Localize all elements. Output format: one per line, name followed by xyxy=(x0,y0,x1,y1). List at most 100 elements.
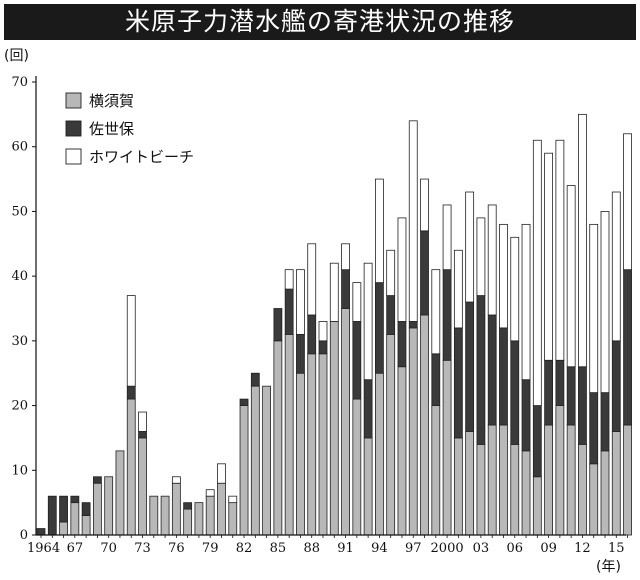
x-tick-label-1985: 85 xyxy=(270,541,287,556)
x-tick-label-1973: 73 xyxy=(134,541,151,556)
bar-2006-series-2 xyxy=(510,236,520,342)
bar-2013-series-0 xyxy=(589,463,599,536)
y-tick-label-10: 10 xyxy=(11,463,28,478)
bar-2016-series-2 xyxy=(623,133,632,271)
bar-2004-series-0 xyxy=(487,424,497,536)
bar-2010-series-2 xyxy=(555,139,565,361)
bar-2016-series-0 xyxy=(623,424,632,536)
y-tick-label-20: 20 xyxy=(11,399,28,414)
x-tick-label-1982: 82 xyxy=(236,541,253,556)
bar-2003-series-2 xyxy=(476,217,486,296)
bar-2000-series-0 xyxy=(442,359,452,536)
x-tick-label-1976: 76 xyxy=(168,541,185,556)
bar-2009-series-0 xyxy=(544,424,553,536)
bar-2016-series-1 xyxy=(623,269,632,426)
bar-2015-series-1 xyxy=(611,340,621,432)
bar-1977-series-1 xyxy=(183,502,193,510)
bar-2010-series-0 xyxy=(555,405,565,536)
bar-1996-series-1 xyxy=(397,321,407,368)
bar-2009-series-2 xyxy=(544,152,553,361)
bar-1992-series-0 xyxy=(352,398,362,536)
bar-1998-series-0 xyxy=(420,314,429,536)
bar-2011-series-1 xyxy=(566,366,576,426)
bar-1988-series-2 xyxy=(307,243,317,316)
bar-1972-series-2 xyxy=(126,295,136,387)
y-tick-label-60: 60 xyxy=(11,140,28,155)
bar-1984-series-0 xyxy=(262,385,272,536)
bar-1991-series-2 xyxy=(341,243,350,271)
bar-1988-series-0 xyxy=(307,353,317,536)
bar-2012-series-0 xyxy=(578,443,587,536)
bar-1994-series-2 xyxy=(374,178,384,284)
bar-2012-series-2 xyxy=(578,113,587,368)
bar-1965-series-1 xyxy=(47,495,57,536)
bar-1972-series-0 xyxy=(126,398,136,536)
bar-1970-series-0 xyxy=(104,476,114,536)
bar-1997-series-2 xyxy=(408,120,418,322)
bar-1967-series-1 xyxy=(70,495,80,504)
bar-1985-series-1 xyxy=(273,308,283,342)
bar-1968-series-0 xyxy=(81,515,91,536)
legend-label-2: ホワイトビーチ xyxy=(89,148,194,166)
x-axis-unit: (年) xyxy=(596,559,621,575)
bar-1991-series-0 xyxy=(341,308,350,536)
axes: 0 10 20 30 40 50 60 70 1964 67 70 73 76 79 82 85 88 91 94 9… xyxy=(11,75,628,556)
bar-2015-series-0 xyxy=(611,431,621,536)
legend-label-0: 横須賀 xyxy=(89,92,134,110)
chart-title: 米原子力潜水艦の寄港状況の推移 xyxy=(4,4,636,40)
bar-1993-series-1 xyxy=(363,379,373,439)
bar-1989-series-0 xyxy=(318,353,328,536)
bar-2014-series-0 xyxy=(600,450,610,536)
bar-1999-series-2 xyxy=(431,269,441,355)
bar-1989-series-1 xyxy=(318,340,328,355)
bar-1981-series-2 xyxy=(228,495,238,504)
bar-1979-series-2 xyxy=(205,489,215,497)
bar-1972-series-1 xyxy=(126,385,136,400)
bar-1968-series-1 xyxy=(81,502,91,516)
bar-1982-series-1 xyxy=(239,398,249,406)
bar-2010-series-1 xyxy=(555,359,565,406)
bar-2008-series-0 xyxy=(532,476,542,536)
bar-1980-series-2 xyxy=(217,463,226,484)
x-tick-label-1988: 88 xyxy=(303,541,320,556)
bar-2014-series-1 xyxy=(600,392,610,452)
bar-2000-series-1 xyxy=(442,269,452,361)
bar-1986-series-1 xyxy=(284,288,294,335)
bar-1969-series-0 xyxy=(93,482,102,536)
legend-label-1: 佐世保 xyxy=(89,120,134,138)
bar-1981-series-0 xyxy=(228,502,238,536)
bar-2009-series-1 xyxy=(544,359,553,426)
x-tick-label-1967: 67 xyxy=(67,541,84,556)
bar-1967-series-0 xyxy=(70,502,80,536)
bar-1997-series-0 xyxy=(408,327,418,536)
bar-1983-series-0 xyxy=(250,385,260,536)
bar-2013-series-2 xyxy=(589,223,599,394)
bar-1995-series-0 xyxy=(386,333,396,536)
bar-1976-series-2 xyxy=(171,476,181,484)
bar-1992-series-2 xyxy=(352,282,362,322)
x-tick-label-1991: 91 xyxy=(337,541,354,556)
bar-1985-series-0 xyxy=(273,340,283,536)
bar-1966-series-1 xyxy=(59,495,68,523)
bar-1977-series-0 xyxy=(183,508,193,536)
x-tick-label-1979: 79 xyxy=(202,541,219,556)
bar-1995-series-1 xyxy=(386,295,396,335)
bar-1999-series-0 xyxy=(431,405,441,536)
legend-swatch-0 xyxy=(65,92,82,109)
legend-swatch-1 xyxy=(65,120,82,137)
y-tick-label-30: 30 xyxy=(11,334,28,349)
y-tick-label-70: 70 xyxy=(11,75,28,90)
y-tick-label-0: 0 xyxy=(20,528,28,543)
x-tick-label-2000: 2000 xyxy=(431,541,464,556)
bar-1998-series-2 xyxy=(420,178,429,232)
bar-2007-series-2 xyxy=(521,223,531,381)
bar-2005-series-0 xyxy=(499,424,508,536)
x-tick-label-1997: 97 xyxy=(405,541,422,556)
bar-2013-series-1 xyxy=(589,392,599,465)
bar-group xyxy=(36,113,632,536)
x-tick-label-2003: 03 xyxy=(473,541,490,556)
bar-1974-series-0 xyxy=(149,495,159,536)
bar-1964-series-1 xyxy=(36,528,46,536)
bar-1995-series-2 xyxy=(386,249,396,296)
